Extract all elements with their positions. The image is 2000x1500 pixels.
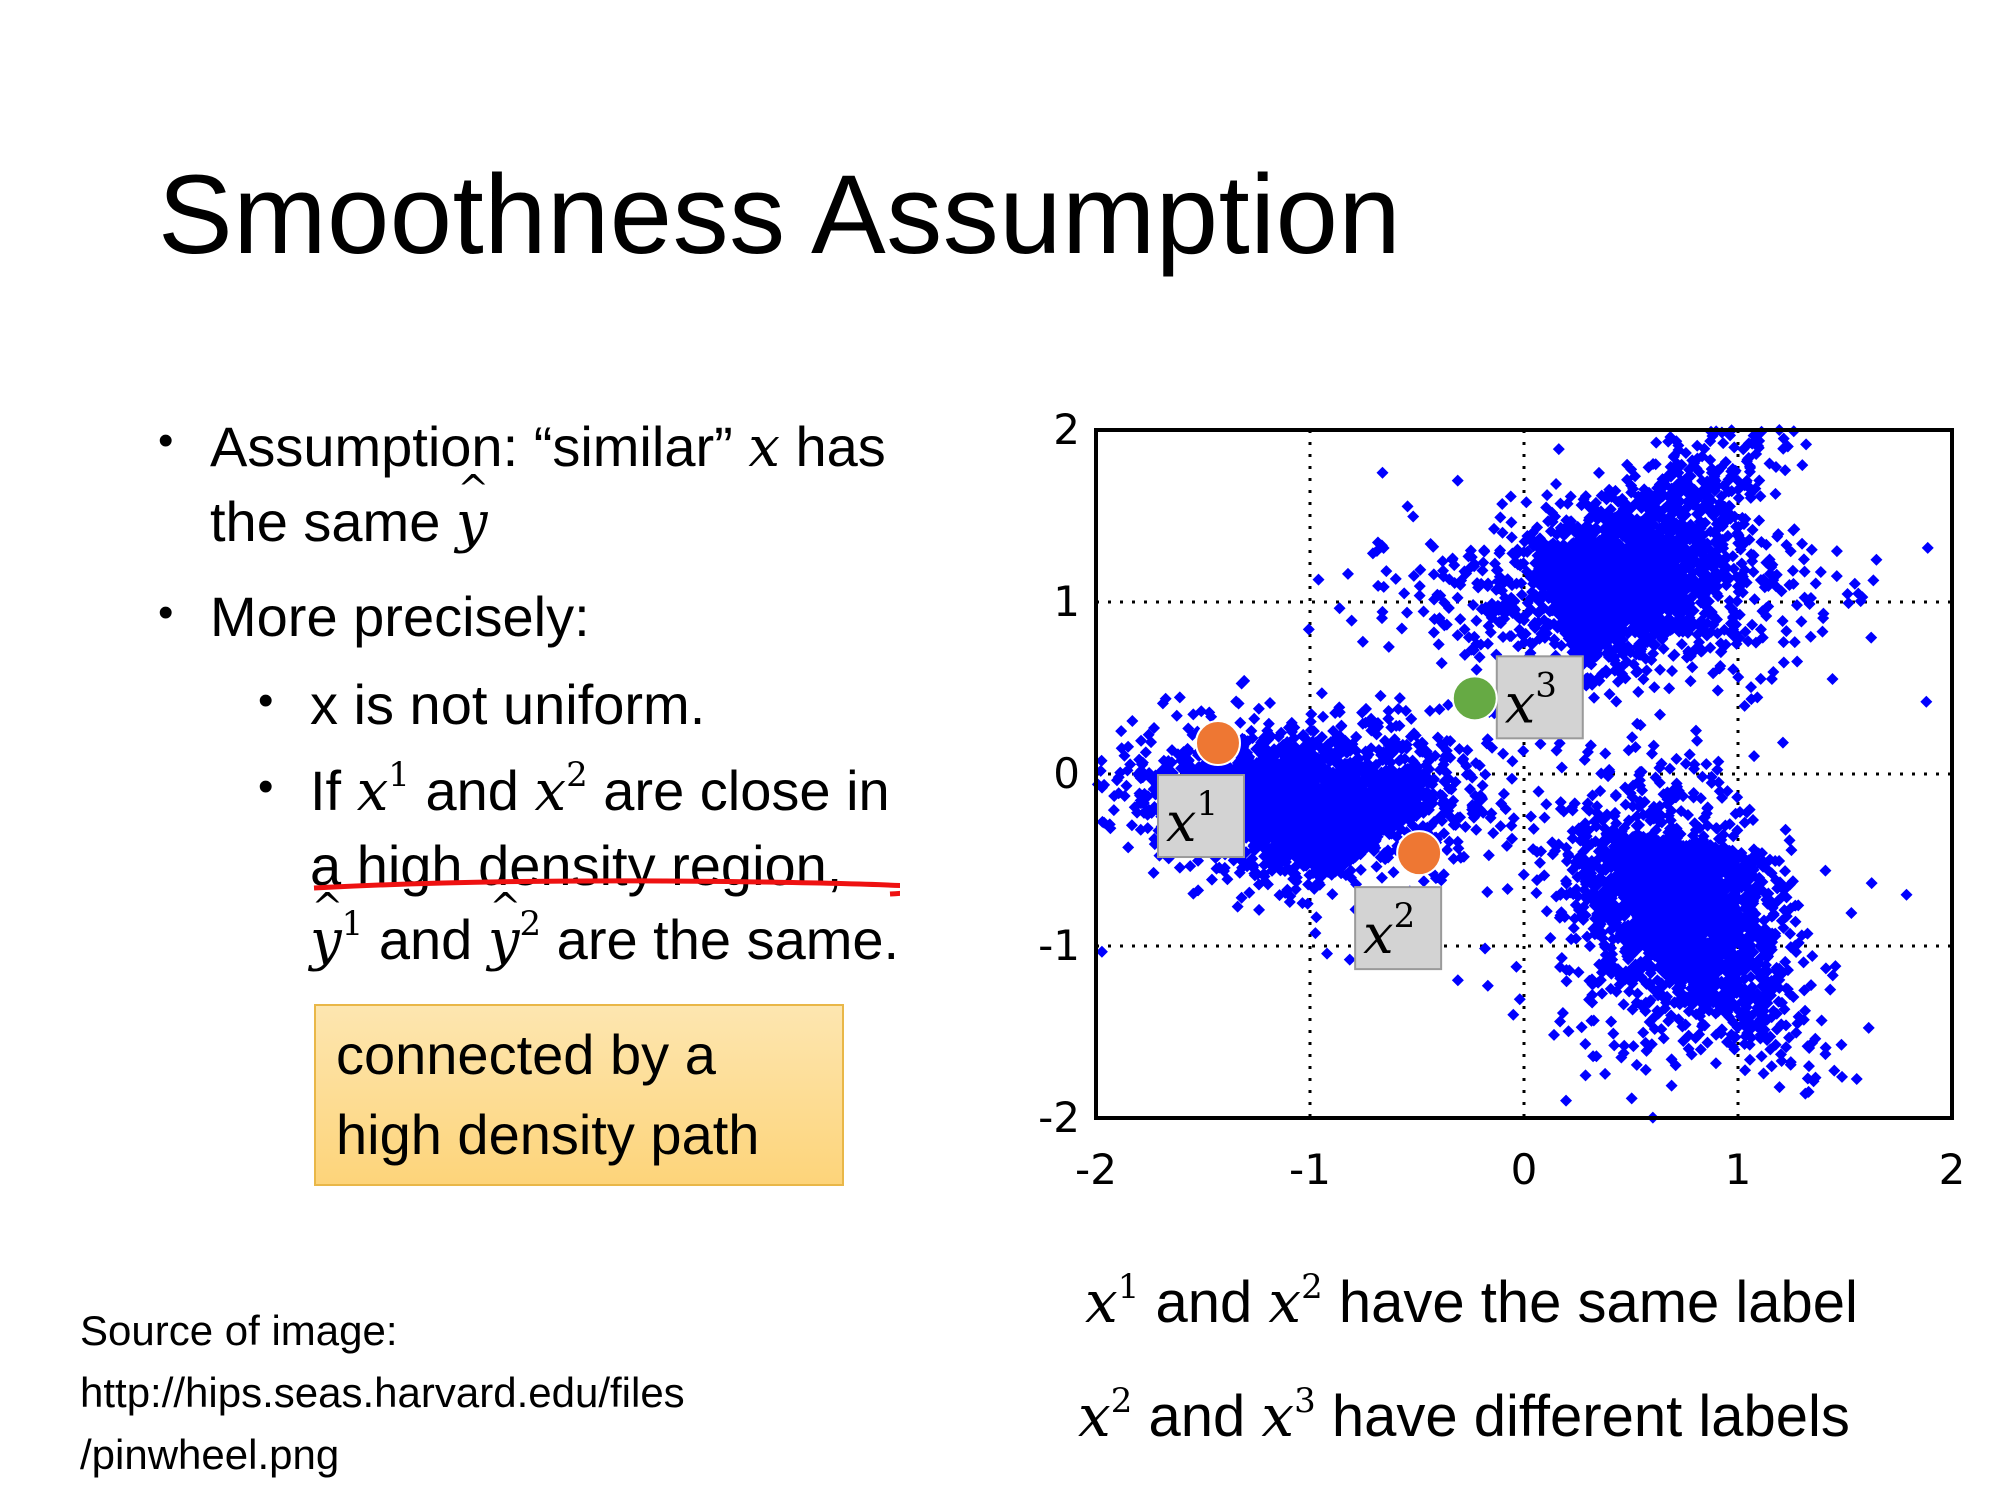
x1-label: x1: [1166, 784, 1218, 854]
x3-point: [1451, 675, 1498, 722]
plot-frame: [1094, 428, 1954, 1120]
x-symbol: x: [748, 415, 780, 480]
sub-bullet-2-text: If x1 and x2 are close in a high density…: [310, 754, 899, 978]
caption-different-labels: x2 and x3 have different labels: [1078, 1381, 1850, 1450]
x-tick-label: 1: [1725, 1145, 1752, 1194]
x2-label-box: [1354, 886, 1443, 971]
caption-same-label: x1 and x2 have the same label: [1085, 1267, 1858, 1336]
highlighted-points: x1 x2 x3: [1156, 655, 1584, 971]
y-tick-label: 2: [1053, 405, 1080, 454]
y-hat-symbol: y: [456, 486, 488, 560]
bullet-dot: •: [258, 676, 274, 725]
y-tick-label: -2: [1038, 1093, 1080, 1142]
bullet-dot: •: [158, 416, 174, 465]
source-note: Source of image: http://hips.seas.harvar…: [80, 1307, 685, 1478]
callout-line-2: high density path: [336, 1103, 760, 1166]
x-tick-label: 2: [1939, 1145, 1966, 1194]
source-url: http://hips.seas.harvard.edu/files: [80, 1369, 685, 1416]
bullet-dot: •: [158, 588, 174, 637]
scatter-points: [1091, 424, 1934, 1124]
x3-label: x3: [1505, 665, 1557, 735]
x1-label-box: [1156, 774, 1245, 859]
red-underline: [313, 878, 900, 897]
y-tick-label: 0: [1053, 749, 1080, 798]
x-tick-label: -1: [1289, 1145, 1331, 1194]
x2-label: x2: [1363, 896, 1415, 966]
y-tick-label: 1: [1053, 577, 1080, 626]
x-tick-label: -2: [1075, 1145, 1117, 1194]
callout-box: connected by a high density path: [314, 1004, 844, 1186]
bullet-dot: •: [258, 762, 274, 811]
pinwheel-scatter-plot: -2 -1 0 1 2 2 1 0 -1 -2 x1 x2 x3: [1038, 405, 1965, 1194]
tick-labels: -2 -1 0 1 2 2 1 0 -1 -2: [1038, 405, 1965, 1194]
scatter-point-cloud: [1091, 424, 1934, 1124]
bullet-2-text: More precisely:: [210, 585, 590, 648]
slide-title: Smoothness Assumption: [158, 152, 1402, 277]
y-tick-label: -1: [1038, 921, 1080, 970]
sub-bullet-1-text: x is not uniform.: [310, 673, 706, 736]
x1-point: [1194, 720, 1241, 767]
x3-label-box: [1495, 655, 1584, 740]
x-tick-label: 0: [1511, 1145, 1538, 1194]
x2-point: [1396, 830, 1443, 877]
callout-line-1: connected by a: [336, 1023, 716, 1086]
bullet-1-text: Assumption: “similar” x has the same y: [210, 410, 886, 560]
